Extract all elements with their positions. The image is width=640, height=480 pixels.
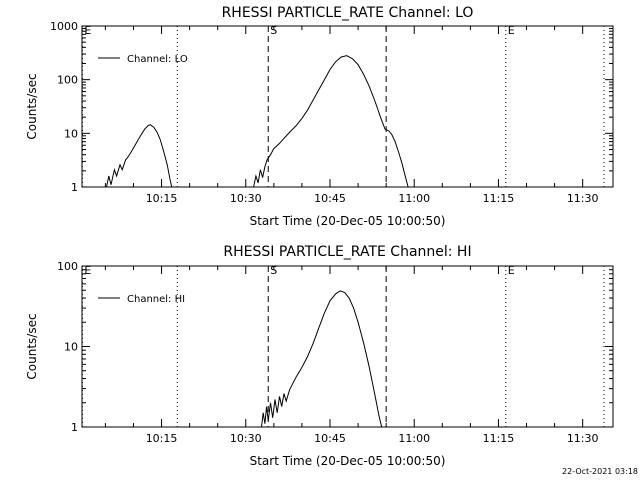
y-tick-label: 1 [71,181,78,194]
plot-frame [81,25,614,188]
chart-title: RHESSI PARTICLE_RATE Channel: HI [223,244,471,260]
x-tick-label: 10:30 [230,192,262,205]
event-marker-label: E [508,264,515,277]
y-tick-label: 100 [57,260,78,273]
x-tick-label: 11:00 [398,192,430,205]
event-marker-label: E [84,264,91,277]
x-tick-label: 11:00 [398,432,430,445]
x-tick-label: 11:15 [483,432,515,445]
x-axis-label: Start Time (20-Dec-05 10:00:50) [250,454,446,468]
footer-timestamp: 22-Oct-2021 03:18 [562,467,638,476]
series-line-lo [253,55,409,188]
y-tick-label: 100 [57,74,78,87]
x-tick-label: 10:15 [146,432,178,445]
lo-channel-panel: RHESSI PARTICLE_RATE Channel: LO 1 10 100 10… [25,5,614,228]
x-tick-label: 11:30 [567,432,599,445]
y-axis-label: Counts/sec [25,73,39,139]
event-marker-label: E [508,24,515,37]
y-tick-label: 10 [64,341,78,354]
chart-title: RHESSI PARTICLE_RATE Channel: LO [222,5,474,21]
plot-frame [81,265,614,428]
y-axis-label: Counts/sec [25,313,39,379]
y-tick-label: 1000 [50,20,78,33]
x-tick-label: 11:30 [567,192,599,205]
hi-channel-panel: RHESSI PARTICLE_RATE Channel: HI 1 10 100 10… [25,244,614,468]
x-tick-label: 10:45 [314,192,346,205]
y-tick-label: 10 [64,127,78,140]
event-marker-label: E [84,24,91,37]
series-line-lo [106,124,173,188]
event-marker-label: S [270,264,277,277]
legend-label: Channel: HI [127,294,185,305]
series-line-hi [261,290,383,428]
x-tick-label: 10:30 [230,432,262,445]
x-tick-label: 10:15 [146,192,178,205]
y-tick-label: 1 [71,421,78,434]
event-marker-label: S [270,24,277,37]
x-tick-label: 11:15 [483,192,515,205]
legend-label: Channel: LO [127,54,188,65]
x-axis-label: Start Time (20-Dec-05 10:00:50) [250,214,446,228]
x-tick-label: 10:45 [314,432,346,445]
